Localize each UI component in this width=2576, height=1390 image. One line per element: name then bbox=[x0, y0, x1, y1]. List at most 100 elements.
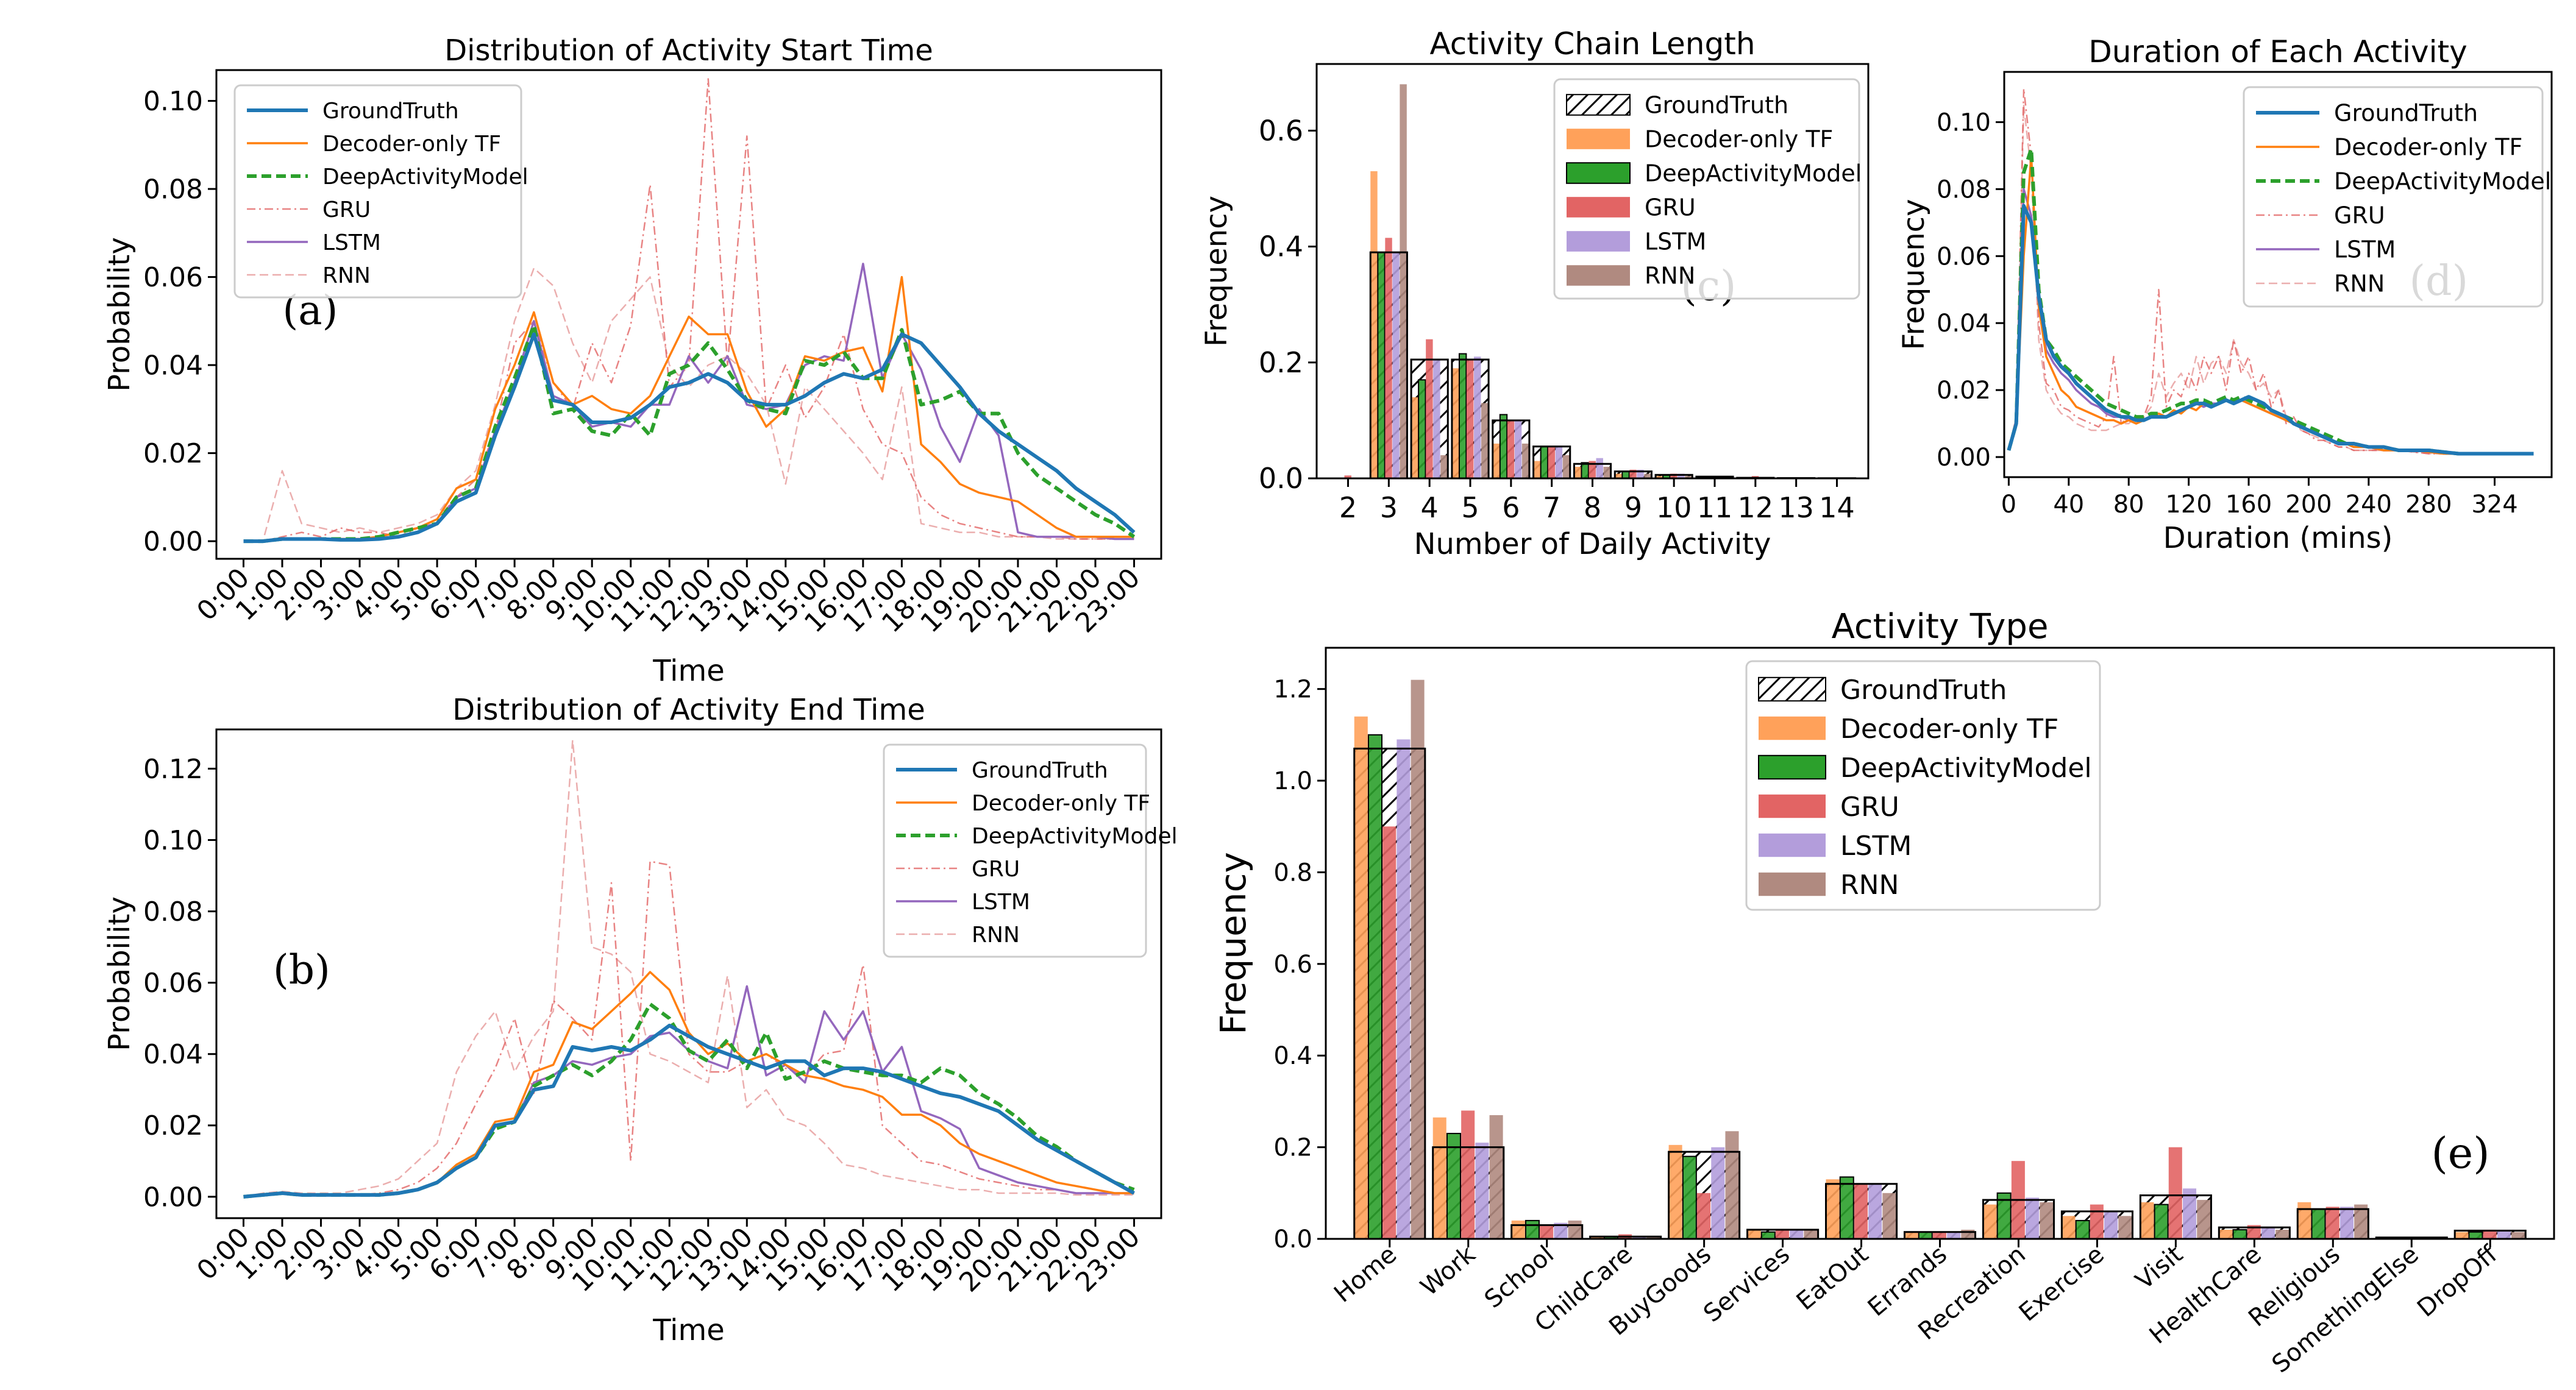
legend-label: LSTM bbox=[972, 890, 1030, 915]
x-tick-label: Visit bbox=[2130, 1240, 2188, 1295]
bar-lstm bbox=[2104, 1211, 2118, 1239]
x-tick-label: DropOff bbox=[2412, 1240, 2503, 1323]
legend-box bbox=[233, 84, 522, 299]
bar-gru bbox=[1548, 446, 1556, 478]
x-tick-label: SomethingElse bbox=[2267, 1240, 2424, 1378]
bar-gru bbox=[1540, 1225, 1554, 1239]
bar-dam bbox=[2468, 1231, 2483, 1240]
bar-rnn bbox=[1644, 473, 1651, 478]
y-tick-label: 0.02 bbox=[1937, 377, 1991, 405]
bar-decoder bbox=[1590, 1236, 1604, 1239]
bar-gru bbox=[2483, 1229, 2497, 1239]
bar-rnn bbox=[1961, 1229, 1975, 1239]
bar-rnn bbox=[1725, 1131, 1739, 1239]
legend-swatch bbox=[1567, 129, 1630, 149]
chart-title: Distribution of Activity End Time bbox=[452, 693, 925, 727]
bar-lstm bbox=[2497, 1229, 2511, 1239]
bar-dam bbox=[1499, 414, 1508, 480]
bar-rnn bbox=[1562, 455, 1570, 478]
y-tick-label: 0.06 bbox=[1937, 243, 1991, 271]
x-tick-label: 324 bbox=[2471, 491, 2517, 519]
legend-label: GRU bbox=[1840, 792, 1899, 823]
bar-lstm bbox=[1392, 252, 1400, 478]
bar-rnn bbox=[2118, 1216, 2132, 1239]
bar-dam bbox=[1621, 470, 1630, 479]
y-axis-label: Frequency bbox=[1897, 199, 1931, 350]
bar-dam bbox=[2075, 1219, 2090, 1240]
legend-label: GRU bbox=[1645, 194, 1696, 221]
bar-decoder bbox=[2455, 1232, 2469, 1239]
chart-c: 0.0 0.2 0.4 0.6 Activity Chain Length Frequen… bbox=[1200, 26, 1870, 561]
bar-decoder bbox=[1615, 473, 1622, 478]
legend-box bbox=[2243, 86, 2544, 308]
y-tick-label: 0.02 bbox=[143, 438, 203, 469]
bar-lstm bbox=[1632, 1236, 1646, 1239]
x-tick-label: 12 bbox=[1738, 491, 1774, 524]
x-tick-label: Work bbox=[1415, 1240, 1481, 1302]
bar-dam bbox=[1525, 1219, 1540, 1240]
x-tick-label: 280 bbox=[2405, 491, 2452, 519]
y-tick-label: 0.04 bbox=[143, 1039, 203, 1070]
series-line-lstm bbox=[243, 263, 1134, 542]
bar-lstm bbox=[1433, 360, 1440, 478]
bar-rnn bbox=[1804, 1229, 1818, 1239]
bar-gru bbox=[1466, 360, 1474, 478]
legend-swatch bbox=[1758, 754, 1826, 780]
bar-lstm bbox=[1637, 469, 1644, 478]
bar-decoder bbox=[1492, 443, 1500, 478]
series-line-groundtruth bbox=[243, 332, 1136, 544]
bar-lstm bbox=[1475, 1143, 1489, 1239]
bar-rnn bbox=[1646, 1236, 1660, 1239]
bar-dam bbox=[2232, 1229, 2247, 1239]
x-tick-label: Services bbox=[1698, 1240, 1795, 1328]
x-tick-label: 3 bbox=[1380, 491, 1398, 524]
x-axis-label: Time bbox=[652, 1313, 724, 1347]
bar-lstm bbox=[1711, 1147, 1725, 1239]
bar-decoder bbox=[1432, 1117, 1446, 1239]
legend-swatch bbox=[1567, 231, 1630, 252]
legend-swatch bbox=[1759, 833, 1826, 857]
y-tick-label: 0.2 bbox=[1259, 346, 1303, 379]
bar-decoder bbox=[1533, 461, 1541, 478]
chart-title: Activity Type bbox=[1832, 607, 2049, 647]
legend-swatch bbox=[1566, 94, 1631, 116]
bar-lstm bbox=[1554, 1222, 1568, 1239]
legend-label: GroundTruth bbox=[972, 758, 1108, 783]
chart-e: 0.0 0.2 0.4 0.6 0.8 1.0 1.2 Activity Type Freque… bbox=[1212, 607, 2555, 1378]
y-tick-label: 1.0 bbox=[1273, 767, 1312, 795]
x-tick-label: 200 bbox=[2285, 491, 2332, 519]
legend-label: Decoder-only TF bbox=[2334, 134, 2522, 161]
chart-a: 0.00 0.02 0.04 0.06 0.08 0.10 Distribution of … bbox=[102, 34, 1162, 688]
legend-label: LSTM bbox=[2334, 236, 2396, 263]
bar-lstm bbox=[1868, 1183, 1882, 1239]
series-line-groundtruth bbox=[243, 1023, 1135, 1199]
bar-lstm bbox=[2339, 1207, 2354, 1239]
bar-rnn bbox=[2354, 1204, 2368, 1239]
bar-lstm bbox=[2261, 1227, 2275, 1239]
y-tick-label: 0.06 bbox=[143, 262, 203, 293]
y-tick-label: 0.10 bbox=[1937, 108, 1991, 137]
bar-lstm bbox=[1596, 458, 1603, 478]
legend-label: DeepActivityModel bbox=[2334, 168, 2551, 195]
bar-dam bbox=[1760, 1231, 1776, 1240]
bar-rnn bbox=[1411, 679, 1425, 1239]
legend-label: RNN bbox=[1840, 870, 1899, 901]
bar-decoder bbox=[1511, 1220, 1525, 1239]
bar-decoder bbox=[1983, 1204, 1997, 1239]
bar-lstm bbox=[1790, 1229, 1804, 1239]
y-tick-label: 0.10 bbox=[143, 86, 203, 117]
bar-decoder bbox=[2140, 1202, 2154, 1239]
y-tick-label: 0.4 bbox=[1259, 230, 1303, 263]
bar-gru bbox=[1697, 1193, 1711, 1239]
series-line-groundtruth bbox=[2007, 204, 2534, 456]
legend-label: GroundTruth bbox=[1840, 675, 2007, 706]
bar-rnn bbox=[2040, 1202, 2054, 1239]
bar-dam bbox=[2154, 1204, 2169, 1239]
legend-swatch bbox=[1567, 197, 1630, 218]
x-tick-label: 7 bbox=[1543, 491, 1560, 524]
x-tick-label: 160 bbox=[2226, 491, 2272, 519]
legend-swatch bbox=[1566, 162, 1631, 184]
bar-rnn bbox=[1521, 443, 1529, 478]
chart-title: Activity Chain Length bbox=[1429, 26, 1755, 62]
